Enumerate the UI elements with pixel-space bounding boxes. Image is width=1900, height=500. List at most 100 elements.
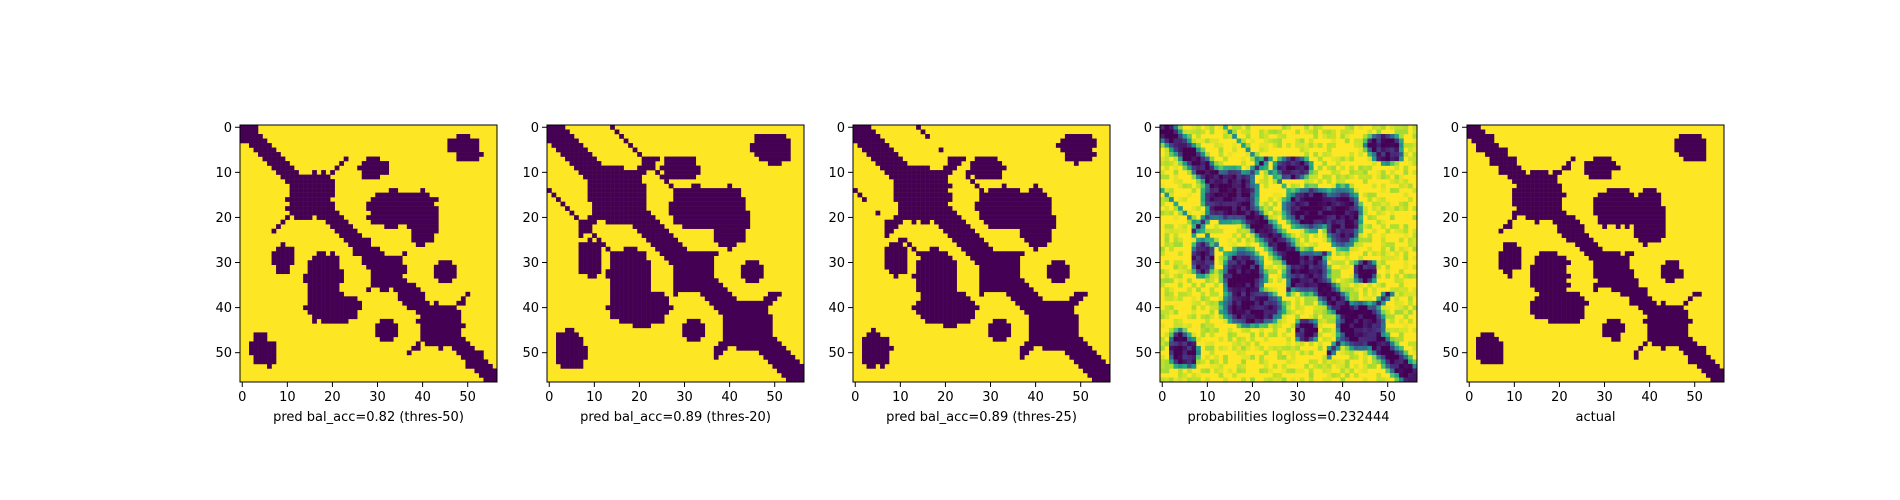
x-tick-label: 30 <box>676 390 693 405</box>
heatmap-cell <box>1173 296 1179 302</box>
heatmap-cell <box>1042 197 1048 202</box>
heatmap-cell <box>1353 242 1359 247</box>
heatmap-cell <box>1367 197 1373 202</box>
heatmap-cell <box>1033 242 1039 247</box>
heatmap-cell <box>1187 215 1192 220</box>
heatmap-cell <box>740 273 746 279</box>
heatmap-cell <box>1389 134 1395 139</box>
heatmap-cell <box>469 147 475 153</box>
heatmap-cell <box>1001 201 1007 207</box>
heatmap-cell <box>1268 197 1273 202</box>
heatmap-cell <box>1001 210 1007 216</box>
heatmap-cell <box>988 201 994 207</box>
heatmap-cell <box>366 170 372 175</box>
heatmap-cell <box>1232 273 1237 279</box>
heatmap-cell <box>956 219 962 225</box>
heatmap-cell <box>1178 273 1183 279</box>
heatmap-cell <box>1051 314 1057 320</box>
heatmap-cell <box>565 143 570 148</box>
heatmap-cell <box>1191 305 1197 311</box>
heatmap-cell <box>628 278 633 284</box>
heatmap-cell <box>1331 291 1337 297</box>
heatmap-cell <box>1100 359 1106 365</box>
heatmap-cell <box>767 152 773 157</box>
heatmap-cell <box>1160 156 1165 162</box>
heatmap-cell <box>1263 296 1269 302</box>
heatmap-cell <box>1299 201 1305 207</box>
heatmap-cell <box>1268 291 1273 297</box>
heatmap-cell <box>1331 129 1337 135</box>
heatmap-cell <box>1232 201 1237 207</box>
heatmap-cell <box>1033 305 1039 311</box>
heatmap-cell <box>736 323 742 329</box>
heatmap-cell <box>1205 170 1210 175</box>
heatmap-cell <box>614 273 620 279</box>
heatmap-cell <box>307 287 313 293</box>
heatmap-cell <box>1028 296 1034 302</box>
heatmap-cell <box>1272 291 1278 297</box>
heatmap-cell <box>1069 143 1075 148</box>
heatmap-cell <box>1290 206 1296 211</box>
heatmap-cell <box>929 170 935 175</box>
heatmap-cell <box>1380 300 1386 306</box>
heatmap-cell <box>628 197 633 202</box>
heatmap-cell <box>1272 201 1278 207</box>
heatmap-cell <box>1173 129 1179 135</box>
heatmap-cell <box>713 206 719 211</box>
heatmap-cell <box>668 237 674 243</box>
heatmap-cell <box>1304 125 1310 130</box>
heatmap-cell <box>902 206 908 211</box>
heatmap-cell <box>1078 354 1084 360</box>
heatmap-cell <box>1304 206 1310 211</box>
heatmap-cell <box>1196 219 1201 225</box>
heatmap-cell <box>447 314 453 320</box>
heatmap-cell <box>1340 309 1346 315</box>
heatmap-cell <box>619 314 624 320</box>
heatmap-cell <box>1178 269 1183 275</box>
heatmap-cell <box>1331 134 1337 139</box>
heatmap-cell <box>709 206 715 211</box>
heatmap-cell <box>1214 291 1219 297</box>
heatmap-cell <box>637 323 642 329</box>
heatmap-cell <box>610 291 615 297</box>
heatmap-cell <box>569 350 575 356</box>
heatmap-cell <box>1037 219 1043 225</box>
heatmap-cell <box>316 174 322 180</box>
heatmap-cell <box>592 242 597 247</box>
heatmap-cell <box>1015 206 1021 211</box>
heatmap-cell <box>1277 138 1282 144</box>
heatmap-cell <box>902 165 908 171</box>
heatmap-cell <box>1200 282 1206 288</box>
heatmap-cell <box>334 165 340 171</box>
heatmap-cell <box>745 224 751 229</box>
heatmap-cell <box>1371 287 1377 293</box>
heatmap-cell <box>1006 219 1012 225</box>
heatmap-cell <box>1331 296 1337 302</box>
heatmap-cell <box>763 305 769 311</box>
heatmap-cell <box>1055 323 1061 329</box>
heatmap-cell <box>1200 246 1206 252</box>
heatmap-cell <box>1349 197 1355 202</box>
heatmap-cell <box>406 305 412 311</box>
heatmap-cell <box>938 309 944 315</box>
heatmap-cell <box>325 201 331 207</box>
heatmap-cell <box>1398 300 1404 306</box>
heatmap-cell <box>1380 314 1386 320</box>
heatmap-cell <box>1218 273 1224 279</box>
heatmap-cell <box>938 188 944 193</box>
heatmap-cell <box>1169 147 1174 153</box>
heatmap-cell <box>659 224 665 229</box>
heatmap-cell <box>682 161 688 166</box>
heatmap-cell <box>713 192 719 198</box>
heatmap-cell <box>646 228 651 234</box>
heatmap-cell <box>1042 201 1048 207</box>
heatmap-cell <box>1304 282 1310 288</box>
heatmap-cell <box>731 318 737 324</box>
heatmap-cell <box>1232 174 1237 180</box>
heatmap-cell <box>1335 174 1341 180</box>
heatmap-cell <box>1091 350 1097 356</box>
heatmap-cell <box>1060 300 1066 306</box>
heatmap-cell <box>294 183 299 189</box>
heatmap-cell <box>1412 134 1418 139</box>
heatmap-cell <box>1191 237 1197 243</box>
